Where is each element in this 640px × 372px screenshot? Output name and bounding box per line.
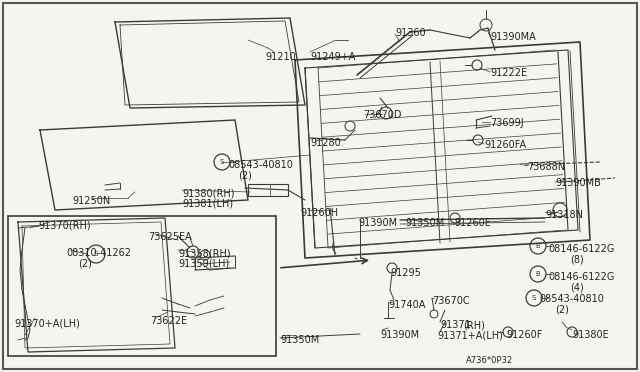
Text: 91390M: 91390M (380, 330, 419, 340)
Text: (2): (2) (78, 258, 92, 268)
Text: B: B (536, 271, 540, 277)
Text: 91260FA: 91260FA (484, 140, 526, 150)
Text: 91350M: 91350M (405, 218, 444, 228)
Text: 08146-6122G: 08146-6122G (548, 272, 614, 282)
Text: 91740A: 91740A (388, 300, 426, 310)
Text: 91371: 91371 (440, 320, 471, 330)
Text: 91370(RH): 91370(RH) (38, 220, 91, 230)
Text: (2): (2) (238, 170, 252, 180)
Text: 91359(LH): 91359(LH) (178, 258, 229, 268)
Text: 91390MB: 91390MB (555, 178, 601, 188)
Text: (8): (8) (570, 254, 584, 264)
Text: 91250N: 91250N (72, 196, 110, 206)
Text: S: S (94, 251, 98, 257)
Text: 91260H: 91260H (300, 208, 338, 218)
Text: (4): (4) (570, 282, 584, 292)
Text: 91390MA: 91390MA (490, 32, 536, 42)
Text: S: S (220, 159, 224, 165)
Text: 91222E: 91222E (490, 68, 527, 78)
Text: 91380E: 91380E (572, 330, 609, 340)
Text: (2): (2) (555, 304, 569, 314)
Text: 91260F: 91260F (506, 330, 542, 340)
Text: 91280: 91280 (310, 138, 340, 148)
Text: 73670C: 73670C (432, 296, 470, 306)
Text: 91210: 91210 (265, 52, 296, 62)
Text: S: S (532, 295, 536, 301)
Text: 91358(RH): 91358(RH) (178, 248, 230, 258)
Text: 91260E: 91260E (454, 218, 491, 228)
Text: 91390M: 91390M (358, 218, 397, 228)
Bar (248, 184, 288, 196)
Text: 91371+A(LH): 91371+A(LH) (437, 331, 503, 341)
Text: 73670D: 73670D (363, 110, 401, 120)
Text: 08146-6122G: 08146-6122G (548, 244, 614, 254)
Text: 91360: 91360 (395, 28, 426, 38)
Text: A736*0P32: A736*0P32 (466, 356, 513, 365)
Text: (RH): (RH) (463, 320, 485, 330)
Bar (8, 216, 276, 356)
Text: 91380(RH): 91380(RH) (182, 188, 234, 198)
Text: 08310-41262: 08310-41262 (66, 248, 131, 258)
Text: 91370+A(LH): 91370+A(LH) (14, 318, 80, 328)
Text: 08543-40810: 08543-40810 (539, 294, 604, 304)
Text: 91350M: 91350M (280, 335, 319, 345)
Text: B: B (536, 243, 540, 249)
Text: 73622E: 73622E (150, 316, 187, 326)
Text: 91249+A: 91249+A (310, 52, 355, 62)
Text: 73688N: 73688N (527, 162, 565, 172)
Text: 73625EA: 73625EA (148, 232, 192, 242)
Text: 91318N: 91318N (545, 210, 583, 220)
Text: 91381(LH): 91381(LH) (182, 198, 233, 208)
Text: 91295: 91295 (390, 268, 421, 278)
Text: 73699J: 73699J (490, 118, 524, 128)
Text: 08543-40810: 08543-40810 (228, 160, 293, 170)
